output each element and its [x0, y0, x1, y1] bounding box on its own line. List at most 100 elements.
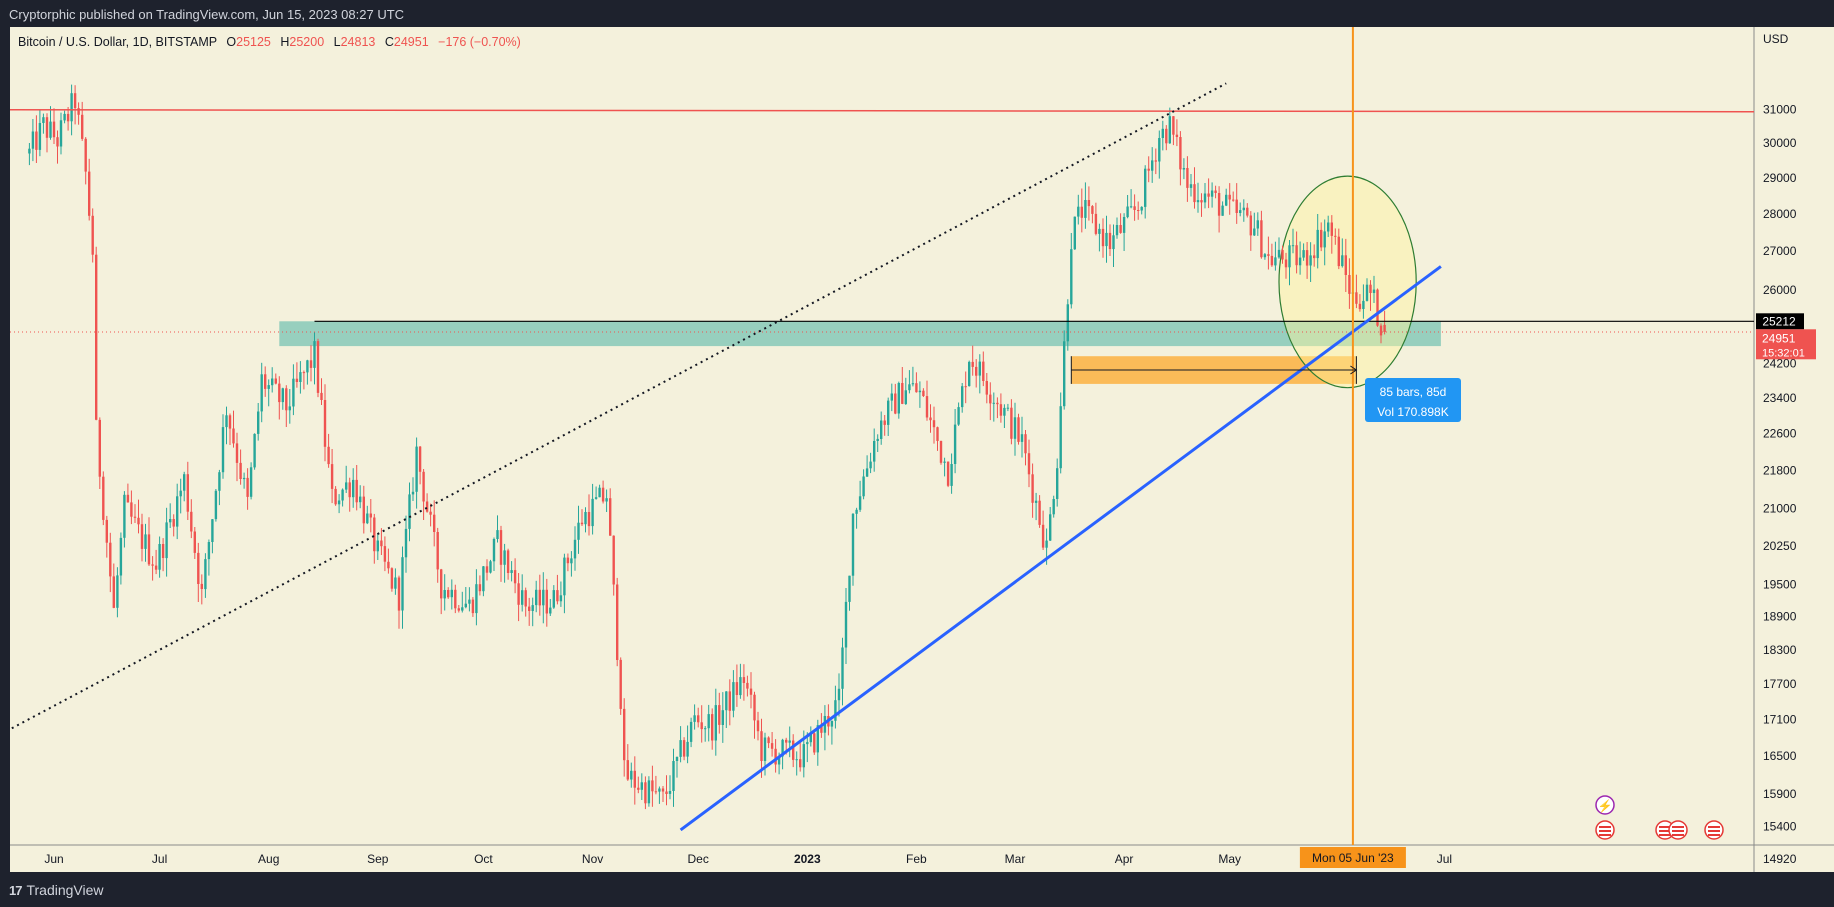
candle-body: [158, 544, 161, 570]
dotted-trendline[interactable]: [11, 82, 1227, 730]
candle-body: [971, 361, 974, 367]
candle-body: [573, 539, 577, 559]
candle-body: [545, 589, 548, 614]
candle-body: [999, 404, 1003, 416]
us-flag-event-icon[interactable]: [1704, 820, 1724, 840]
candle-body: [1161, 128, 1164, 138]
candle-body: [1295, 245, 1298, 266]
candle-body: [81, 114, 84, 139]
candle-body: [1133, 206, 1136, 210]
time-tick-label: Apr: [1115, 852, 1134, 866]
candle-body: [1151, 160, 1154, 171]
candle-body: [873, 441, 876, 462]
candle-body: [387, 561, 390, 569]
candle-body: [1383, 324, 1386, 332]
candle-body: [612, 535, 615, 585]
candle-body: [1077, 206, 1080, 217]
price-tick-label: 19500: [1763, 578, 1797, 592]
candle-body: [415, 446, 418, 492]
symbol-header: Bitcoin / U.S. Dollar, 1D, BITSTAMP O251…: [18, 35, 521, 49]
candle-body: [1372, 289, 1376, 293]
candle-body: [179, 490, 182, 497]
price-axis: 31000 30000 29000 28000 27000 26000 24200 23400…: [1763, 103, 1797, 867]
us-flag-event-icon[interactable]: [1668, 820, 1688, 840]
candle-body: [1108, 232, 1112, 249]
candle-body: [978, 361, 981, 376]
candle-body: [475, 584, 478, 614]
candle-body: [1144, 168, 1147, 207]
candle-body: [911, 383, 915, 385]
candle-body: [651, 780, 654, 792]
candle-body: [341, 489, 344, 501]
candle-body: [169, 519, 172, 523]
candle-body: [264, 374, 267, 389]
candle-body: [591, 498, 594, 527]
candle-body: [1242, 207, 1245, 211]
candle-body: [1270, 255, 1274, 266]
candle-body: [513, 570, 517, 584]
close-value: 24951: [394, 35, 429, 49]
candle-body: [668, 791, 672, 794]
candle-body: [897, 383, 900, 414]
candle-body: [63, 113, 66, 121]
price-tick-label: 17100: [1763, 712, 1797, 726]
candle-body: [1249, 215, 1252, 236]
candle-body: [249, 467, 253, 497]
candle-body: [517, 583, 520, 605]
candle-body: [830, 720, 834, 727]
candle-body: [285, 388, 288, 411]
measure-label-volume: Vol 170.898K: [1377, 405, 1448, 419]
candle-body: [781, 739, 784, 757]
candle-body: [961, 386, 964, 408]
candle-body: [443, 590, 446, 599]
time-axis: Jun Jul Aug Sep Oct Nov Dec 2023 Feb Mar Apr May Jul: [44, 852, 1452, 866]
candle-body: [235, 443, 239, 463]
price-tick-label: 21800: [1763, 463, 1797, 477]
candle-body: [352, 479, 355, 498]
us-flag-event-icon[interactable]: [1595, 820, 1615, 840]
candle-body: [1358, 303, 1362, 310]
candle-body: [1122, 217, 1126, 233]
candle-body: [84, 138, 87, 172]
candle-body: [1052, 499, 1055, 515]
candle-body: [478, 584, 482, 592]
candle-body: [1256, 220, 1259, 229]
price-chart[interactable]: 31000 30000 29000 28000 27000 26000 24200 23400…: [0, 27, 1834, 872]
candle-body: [52, 121, 56, 138]
lightning-event-icon[interactable]: ⚡: [1595, 795, 1615, 815]
candle-body: [447, 590, 450, 598]
candle-body: [1316, 229, 1319, 259]
candle-body: [538, 589, 541, 606]
candle-body: [221, 427, 225, 473]
highlight-ellipse[interactable]: [1278, 175, 1417, 389]
candle-body: [70, 93, 73, 122]
price-tick-label: 15900: [1763, 787, 1797, 801]
candle-body: [355, 479, 358, 503]
candle-body: [640, 782, 643, 790]
candle-body: [373, 517, 376, 552]
candle-body: [767, 737, 770, 744]
tradingview-logo[interactable]: 17 TradingView: [9, 882, 104, 898]
candle-body: [73, 93, 77, 109]
candle-body: [281, 388, 284, 403]
candle-body: [1309, 255, 1312, 266]
price-tick-label: 23400: [1763, 391, 1797, 405]
candle-body: [1147, 168, 1150, 171]
candle-body: [1203, 193, 1207, 203]
svg-text:15:32:01: 15:32:01: [1762, 347, 1805, 359]
support-zone[interactable]: [279, 321, 1441, 347]
footer-bar: 17 TradingView: [0, 872, 1834, 907]
candle-body: [1165, 128, 1168, 144]
close-label: C: [385, 35, 394, 49]
resistance-line[interactable]: [10, 109, 1754, 113]
candle-body: [1063, 341, 1066, 407]
candle-body: [834, 700, 837, 721]
support-trendline[interactable]: [679, 265, 1442, 832]
candle-body: [1288, 245, 1291, 268]
candle-body: [274, 378, 277, 384]
event-icons[interactable]: ⚡: [1595, 795, 1724, 840]
footer-brand: TradingView: [26, 882, 104, 898]
candle-body: [700, 722, 703, 730]
candle-body: [1232, 199, 1235, 201]
time-tick-label: Feb: [906, 852, 927, 866]
